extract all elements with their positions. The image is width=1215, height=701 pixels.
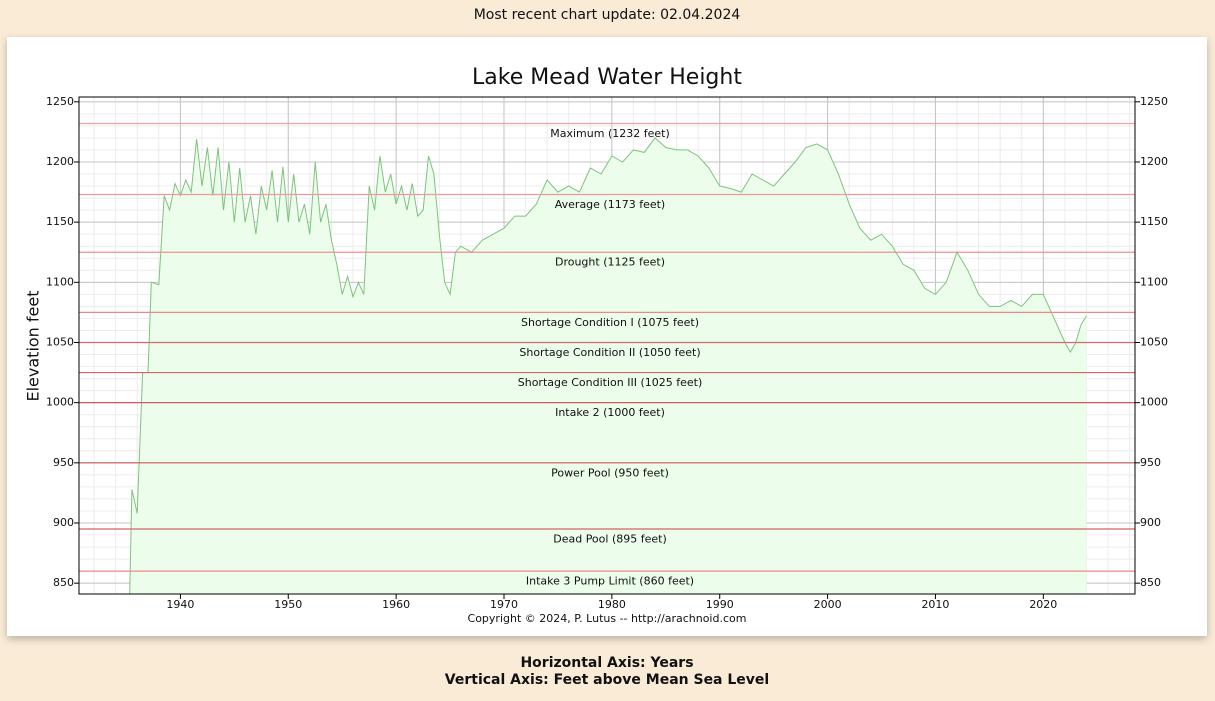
y-tick-label: 1050 bbox=[46, 335, 74, 348]
x-tick-label: 2000 bbox=[814, 598, 842, 611]
y-tick-label: 900 bbox=[53, 516, 74, 529]
y-tick-label: 1100 bbox=[46, 275, 74, 288]
y-tick-label: 950 bbox=[1140, 456, 1161, 469]
x-tick-label: 1970 bbox=[490, 598, 518, 611]
reference-label: Power Pool (950 feet) bbox=[551, 466, 669, 479]
x-tick-label: 1960 bbox=[382, 598, 410, 611]
axis-note: Vertical Axis: Feet above Mean Sea Level bbox=[445, 672, 769, 688]
reference-label: Average (1173 feet) bbox=[555, 198, 665, 211]
reference-label: Drought (1125 feet) bbox=[555, 256, 665, 269]
reference-label: Shortage Condition III (1025 feet) bbox=[518, 376, 703, 389]
chart-title: Lake Mead Water Height bbox=[472, 65, 742, 90]
reference-label: Intake 2 (1000 feet) bbox=[555, 406, 665, 419]
axis-note: Horizontal Axis: Years bbox=[520, 655, 693, 671]
credit: Copyright © 2024, P. Lutus -- http://ara… bbox=[468, 612, 747, 625]
y-tick-label: 1050 bbox=[1140, 335, 1168, 348]
y-tick-label: 1200 bbox=[46, 155, 74, 168]
y-tick-label: 1150 bbox=[46, 215, 74, 228]
x-tick-label: 1940 bbox=[166, 598, 194, 611]
y-tick-label: 1200 bbox=[1140, 155, 1168, 168]
reference-label: Maximum (1232 feet) bbox=[550, 127, 670, 140]
reference-label: Shortage Condition II (1050 feet) bbox=[519, 346, 700, 359]
update-note: Most recent chart update: 02.04.2024 bbox=[474, 7, 741, 23]
y-tick-label: 1250 bbox=[46, 95, 74, 108]
y-tick-label: 900 bbox=[1140, 516, 1161, 529]
x-tick-label: 1950 bbox=[274, 598, 302, 611]
x-tick-label: 1990 bbox=[706, 598, 734, 611]
y-tick-label: 1100 bbox=[1140, 275, 1168, 288]
y-axis-label: Elevation feet bbox=[24, 291, 43, 402]
plot: 1940 1950 1960 1970 1980 1990 2000 2010 2020 850 8… bbox=[46, 95, 1168, 611]
y-tick-label: 1250 bbox=[1140, 95, 1168, 108]
y-tick-label: 1150 bbox=[1140, 215, 1168, 228]
plot-frame bbox=[78, 96, 1136, 595]
y-tick-label: 1000 bbox=[1140, 396, 1168, 409]
reference-label: Shortage Condition I (1075 feet) bbox=[521, 316, 699, 329]
y-tick-label: 950 bbox=[53, 456, 74, 469]
y-tick-label: 1000 bbox=[46, 396, 74, 409]
reference-label: Intake 3 Pump Limit (860 feet) bbox=[526, 575, 694, 588]
x-tick-label: 1980 bbox=[598, 598, 626, 611]
y-tick-label: 850 bbox=[1140, 576, 1161, 589]
x-tick-label: 2010 bbox=[921, 598, 949, 611]
y-tick-label: 850 bbox=[53, 576, 74, 589]
reference-label: Dead Pool (895 feet) bbox=[553, 533, 667, 546]
x-tick-label: 2020 bbox=[1029, 598, 1057, 611]
